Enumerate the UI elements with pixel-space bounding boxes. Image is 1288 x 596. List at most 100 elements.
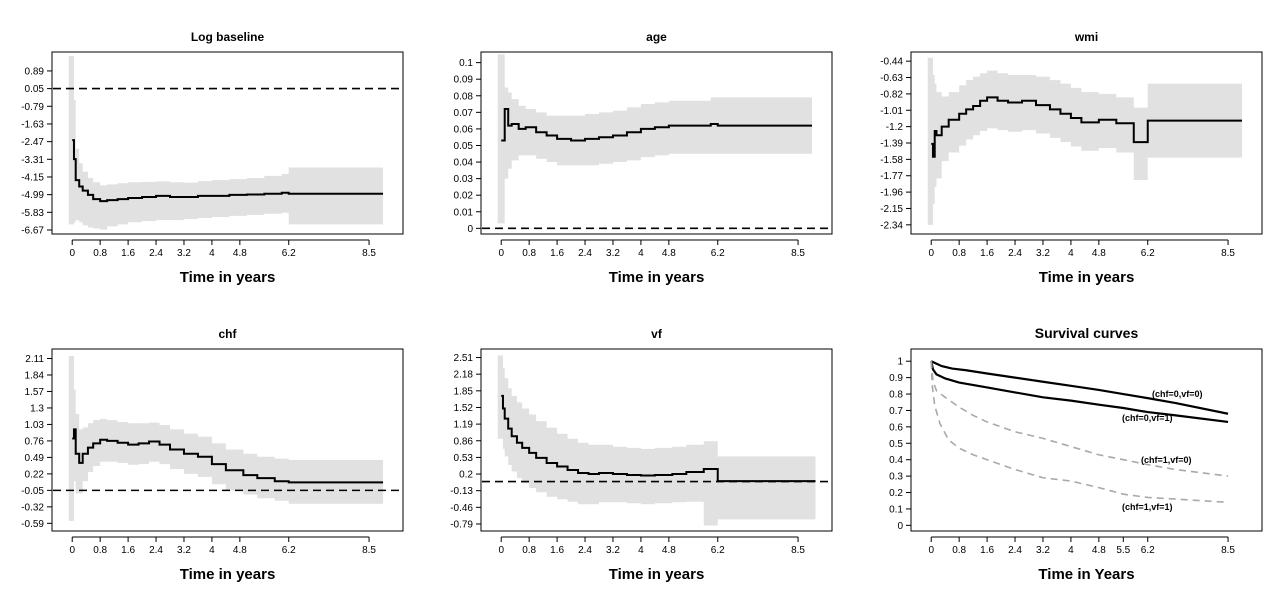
- x-tick-label: 8.5: [1221, 545, 1235, 556]
- y-axis: 1 0.9 0.8 0.7 0.6 0.5 0.4 0.3 0.2 0.1 0: [889, 357, 911, 532]
- x-axis: 0 0.8 1.6 2.4 3.2 4 4.8 6.2 8.5: [498, 239, 805, 259]
- y-axis: 2.11 1.84 1.57 1.3 1.03 0.76 0.49 0.22 -0.05 -0.3…: [21, 354, 52, 530]
- y-tick-label: -1.96: [880, 188, 903, 199]
- panel-chf: chf 2.11 1.84 1.57 1.3 1.03 0.76 0.49 0.22 -0.05 -…: [21, 327, 404, 583]
- panel-title: chf: [219, 327, 238, 341]
- x-tick-label: 4: [638, 248, 644, 259]
- curve-chf-0-vf-0: [930, 360, 1229, 415]
- plot-frame: [51, 348, 404, 532]
- y-tick-label: -3.31: [21, 155, 44, 166]
- curve-label-chf-0-vf-1: (chf=0,vf=1): [1122, 413, 1173, 423]
- x-tick-label: 4.8: [1092, 248, 1106, 259]
- y-tick-label: -2.34: [880, 220, 903, 231]
- y-tick-label: -1.39: [880, 139, 903, 150]
- curve-chf-1-vf-1: [930, 361, 1229, 504]
- y-tick-label: 1.19: [454, 420, 474, 431]
- x-tick-label: 1.6: [980, 545, 994, 556]
- panel-title: Survival curves: [1035, 325, 1139, 341]
- y-tick-label: 0.09: [454, 75, 474, 86]
- y-tick-label: 0: [467, 224, 473, 235]
- y-tick-label: 1.52: [454, 403, 474, 414]
- y-tick-label: 0.05: [25, 84, 45, 95]
- y-tick-label: -0.82: [880, 89, 903, 100]
- x-tick-label: 4.8: [233, 248, 247, 259]
- y-tick-label: -0.13: [450, 486, 473, 497]
- y-tick-label: -0.79: [450, 519, 473, 530]
- y-tick-label: 0.3: [889, 472, 903, 483]
- y-tick-label: 0.7: [889, 406, 903, 417]
- estimate-line: [931, 96, 1243, 158]
- y-tick-label: 0.05: [454, 141, 474, 152]
- x-tick-label: 3.2: [1036, 248, 1050, 259]
- x-axis-label: Time in years: [609, 566, 705, 583]
- y-tick-label: 0.2: [459, 470, 473, 481]
- y-tick-label: 0.9: [889, 373, 903, 384]
- y-tick-label: 0.49: [25, 453, 45, 464]
- x-tick-label: 0.8: [522, 248, 536, 259]
- y-tick-label: 0.08: [454, 91, 474, 102]
- y-tick-label: 1.57: [25, 387, 45, 398]
- y-tick-label: 0.53: [454, 453, 474, 464]
- x-axis: 0 0.8 1.6 2.4 3.2 4 4.8 6.2 8.5: [498, 536, 805, 556]
- y-tick-label: -1.63: [21, 119, 44, 130]
- y-tick-label: -0.46: [450, 503, 473, 514]
- x-tick-label: 1.6: [121, 545, 135, 556]
- confidence-band: [68, 56, 384, 230]
- y-tick-label: -1.77: [880, 171, 903, 182]
- x-tick-label: 6.2: [282, 545, 296, 556]
- y-tick-label: 2.11: [25, 354, 44, 365]
- x-tick-label: 3.2: [1036, 545, 1050, 556]
- estimate-line: [72, 428, 384, 484]
- x-tick-label: 1.6: [550, 545, 564, 556]
- x-tick-label: 2.4: [1008, 248, 1022, 259]
- y-tick-label: -4.15: [21, 172, 44, 183]
- y-tick-label: 1.85: [454, 386, 474, 397]
- x-axis: 0 0.8 1.6 2.4 3.2 4 4.8 6.2 8.5: [69, 239, 376, 259]
- x-tick-label: 0: [928, 248, 934, 259]
- x-tick-label: 1.6: [121, 248, 135, 259]
- x-tick-label: 8.5: [1221, 248, 1235, 259]
- x-tick-label: 0: [69, 248, 75, 259]
- confidence-band: [68, 356, 384, 521]
- x-tick-label: 4: [209, 545, 215, 556]
- x-tick-label: 6.2: [1141, 248, 1155, 259]
- estimate-line: [501, 108, 813, 142]
- x-tick-label: 4.8: [662, 248, 676, 259]
- y-tick-label: 0.4: [889, 455, 903, 466]
- curve-label-chf-0-vf-0: (chf=0,vf=0): [1152, 389, 1203, 399]
- y-tick-label: 0.22: [25, 469, 45, 480]
- x-tick-label: 1.6: [980, 248, 994, 259]
- y-tick-label: 0.76: [25, 436, 45, 447]
- y-tick-label: 2.51: [454, 353, 474, 364]
- plot-frame: [51, 51, 404, 235]
- curve-chf-0-vf-1: [930, 360, 1229, 424]
- plot-frame: [480, 348, 833, 532]
- estimate-line: [501, 394, 816, 483]
- panel-title: age: [646, 30, 667, 44]
- y-tick-label: 1: [897, 357, 903, 368]
- x-tick-label: 0.8: [952, 248, 966, 259]
- x-tick-label: 4: [1068, 545, 1074, 556]
- panel-title: Log baseline: [191, 30, 265, 44]
- x-tick-label: 2.4: [578, 545, 592, 556]
- x-tick-label: 0: [498, 545, 504, 556]
- x-tick-label: 0.8: [952, 545, 966, 556]
- y-tick-label: -2.47: [21, 137, 44, 148]
- x-tick-label: 4.8: [662, 545, 676, 556]
- y-tick-label: -5.83: [21, 208, 44, 219]
- x-tick-label: 3.2: [177, 248, 191, 259]
- x-axis: 0 0.8 1.6 2.4 3.2 4 4.8 6.2 8.5: [69, 536, 376, 556]
- y-tick-label: 1.3: [30, 403, 44, 414]
- panel-title: vf: [651, 327, 663, 341]
- curve-label-chf-1-vf-0: (chf=1,vf=0): [1141, 455, 1192, 465]
- estimate-line: [72, 139, 384, 203]
- y-tick-label: 0.02: [454, 191, 474, 202]
- x-axis: 0 0.8 1.6 2.4 3.2 4 4.8 6.2 8.5: [928, 239, 1235, 259]
- x-tick-label: 4: [1068, 248, 1074, 259]
- x-tick-label: 0: [498, 248, 504, 259]
- x-tick-label: 8.5: [791, 248, 805, 259]
- x-tick-label: 6.2: [711, 545, 725, 556]
- y-tick-label: -0.05: [21, 486, 44, 497]
- y-tick-label: -2.15: [880, 204, 903, 215]
- y-tick-label: 0.01: [454, 207, 474, 218]
